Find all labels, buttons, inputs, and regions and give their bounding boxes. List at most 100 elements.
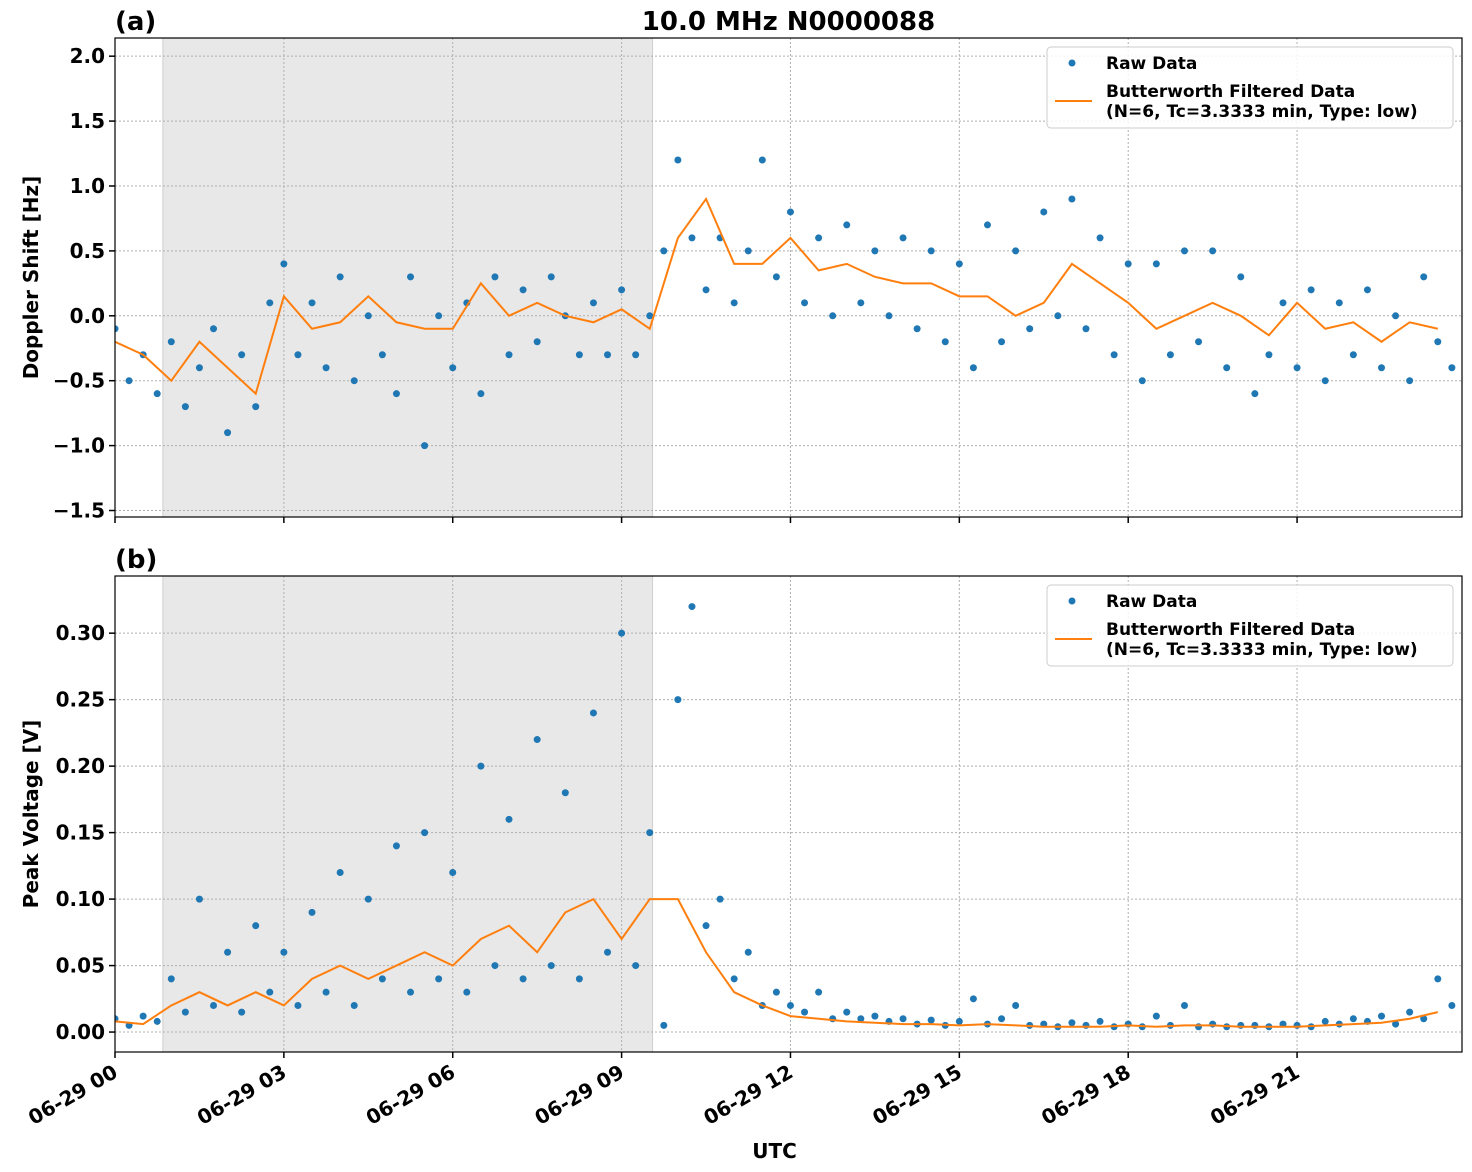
raw-point (252, 403, 260, 411)
raw-point (632, 351, 640, 359)
x-tick-label: 06-29 06 (362, 1060, 460, 1130)
raw-point (730, 975, 738, 983)
raw-point (1012, 1001, 1020, 1009)
raw-point (1054, 312, 1062, 320)
raw-point (1448, 364, 1456, 372)
y-tick-label: 1.0 (70, 174, 105, 198)
legend-label: Raw Data (1106, 54, 1197, 74)
raw-point (477, 390, 485, 398)
raw-point (491, 962, 499, 970)
raw-point (688, 234, 696, 242)
y-tick-label: 2.0 (70, 44, 105, 68)
raw-point (435, 975, 443, 983)
raw-point (604, 948, 612, 956)
axes-frame (114, 37, 1463, 518)
x-tick-label: 06-29 21 (1206, 1060, 1304, 1130)
raw-point (378, 975, 386, 983)
filtered-line (115, 897, 1439, 1028)
raw-point (115, 325, 119, 333)
legend-box (1046, 584, 1454, 667)
raw-point (1293, 1021, 1301, 1029)
y-tick-label: 0.30 (56, 621, 105, 645)
x-tick-label: 06-29 03 (193, 1060, 291, 1130)
raw-point (1082, 1021, 1090, 1029)
x-axis-label: UTC (752, 1139, 797, 1163)
raw-point (181, 1008, 189, 1016)
filtered-line (115, 196, 1439, 396)
raw-point (350, 377, 358, 385)
raw-point (392, 842, 400, 850)
plot-area (115, 156, 1456, 450)
x-tick-label: 06-29 00 (24, 1060, 122, 1130)
raw-point (1251, 390, 1259, 398)
raw-point (364, 312, 372, 320)
raw-point (1068, 1019, 1076, 1027)
raw-point (477, 762, 485, 770)
raw-point (857, 299, 865, 307)
raw-point (1096, 1017, 1104, 1025)
raw-point (308, 299, 316, 307)
raw-point (702, 922, 710, 930)
raw-point (885, 312, 893, 320)
raw-point (1279, 299, 1287, 307)
raw-point (505, 351, 513, 359)
raw-point (195, 364, 203, 372)
raw-point (829, 312, 837, 320)
raw-point (786, 1001, 794, 1009)
raw-point (1392, 1020, 1400, 1028)
raw-point (322, 988, 330, 996)
y-tick-label: 0.10 (56, 887, 105, 911)
raw-point (139, 1012, 147, 1020)
y-tick-label: 0.25 (56, 688, 105, 712)
raw-point (1138, 377, 1146, 385)
raw-point (1237, 1021, 1245, 1029)
raw-point (1448, 1001, 1456, 1009)
raw-point (1434, 338, 1442, 346)
y-tick-label: 0.20 (56, 754, 105, 778)
raw-point (983, 221, 991, 229)
raw-point (266, 988, 274, 996)
raw-point (533, 338, 541, 346)
x-tick-label: 06-29 18 (1037, 1060, 1135, 1130)
raw-point (801, 299, 809, 307)
raw-point (224, 948, 232, 956)
raw-point (1124, 1020, 1132, 1028)
raw-point (1082, 325, 1090, 333)
raw-point (1251, 1021, 1259, 1029)
raw-point (589, 709, 597, 717)
raw-point (871, 247, 879, 255)
raw-point (421, 829, 429, 837)
raw-point (336, 273, 344, 281)
raw-point (533, 736, 541, 744)
raw-point (589, 299, 597, 307)
raw-point (238, 1008, 246, 1016)
y-tick-label: 0.5 (70, 239, 105, 263)
raw-point (688, 603, 696, 611)
raw-point (772, 273, 780, 281)
raw-point (308, 908, 316, 916)
raw-point (618, 286, 626, 294)
raw-point (491, 273, 499, 281)
raw-point (1392, 312, 1400, 320)
raw-point (195, 895, 203, 903)
raw-point (575, 975, 583, 983)
x-tick-label: 06-29 12 (699, 1060, 797, 1130)
raw-point (1209, 247, 1217, 255)
raw-point (392, 390, 400, 398)
raw-point (1124, 260, 1132, 268)
raw-point (1110, 351, 1118, 359)
raw-point (674, 156, 682, 164)
chart-title: 10.0 MHz N0000088 (642, 7, 935, 37)
raw-point (378, 351, 386, 359)
raw-point (871, 1012, 879, 1020)
raw-point (449, 869, 457, 877)
raw-point (561, 789, 569, 797)
x-tick-label: 06-29 09 (531, 1060, 629, 1130)
legend-label: Raw Data (1106, 592, 1197, 612)
raw-point (1434, 975, 1442, 983)
raw-point (224, 429, 232, 437)
raw-point (210, 325, 218, 333)
axes-frame (114, 575, 1463, 1053)
raw-point (280, 948, 288, 956)
raw-point (1420, 273, 1428, 281)
